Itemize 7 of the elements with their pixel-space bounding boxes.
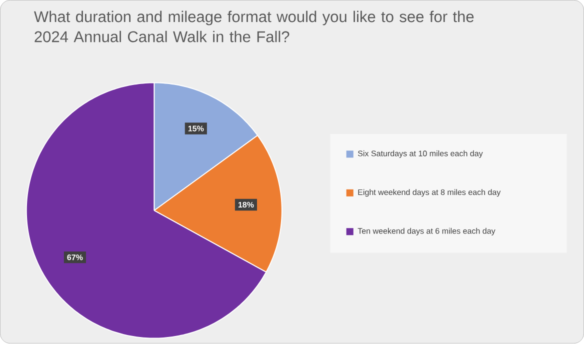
data-label: 15% <box>188 126 204 132</box>
legend-label: Ten weekend days at 6 miles each day <box>358 228 496 236</box>
data-label: 67% <box>67 254 83 260</box>
legend-label: Six Saturdays at 10 miles each day <box>358 150 483 158</box>
data-label: 18% <box>238 202 254 208</box>
legend-label: Eight weekend days at 8 miles each day <box>358 189 501 197</box>
chart-title: What duration and mileage format would you like to see for the 2024 Annual Canal Walk in the Fall? <box>34 11 474 42</box>
